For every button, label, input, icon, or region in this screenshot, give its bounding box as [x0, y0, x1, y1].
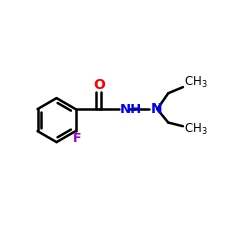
- Text: N: N: [150, 102, 162, 116]
- Text: F: F: [72, 132, 81, 145]
- Text: NH: NH: [120, 102, 142, 116]
- Text: CH$_3$: CH$_3$: [184, 122, 208, 138]
- Text: O: O: [93, 78, 105, 92]
- Text: CH$_3$: CH$_3$: [184, 75, 208, 90]
